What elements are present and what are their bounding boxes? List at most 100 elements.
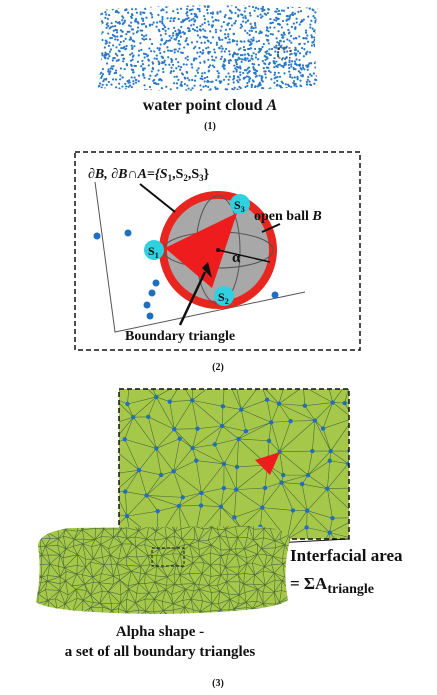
point [207, 20, 209, 22]
point [106, 27, 108, 29]
point [109, 27, 111, 29]
point [228, 60, 230, 62]
point [234, 22, 236, 24]
point [303, 68, 305, 70]
point [258, 75, 260, 77]
point [241, 61, 243, 63]
point [144, 67, 146, 69]
vertex [379, 418, 383, 422]
point [225, 88, 227, 90]
point [188, 79, 190, 81]
point [229, 9, 231, 11]
vertex [301, 384, 305, 388]
vertex [350, 374, 354, 378]
point [307, 76, 309, 78]
point [107, 68, 109, 70]
point [254, 22, 256, 24]
vertex [321, 426, 325, 430]
point [178, 18, 180, 20]
point [210, 12, 212, 14]
point [285, 92, 287, 94]
point [252, 6, 254, 8]
point [97, 13, 99, 15]
point [216, 70, 218, 72]
point [242, 20, 244, 22]
point [273, 91, 275, 93]
point [287, 29, 289, 31]
point [118, 12, 120, 14]
point [132, 80, 134, 82]
vertex [282, 382, 286, 386]
point [202, 86, 204, 88]
point [197, 72, 199, 74]
point [251, 55, 253, 57]
point [157, 83, 159, 85]
point [220, 30, 222, 32]
point [149, 86, 151, 88]
point [310, 34, 312, 36]
vertex [125, 514, 129, 518]
point [306, 81, 308, 83]
point [188, 20, 190, 22]
point [243, 58, 245, 60]
point [149, 290, 156, 297]
point [246, 82, 248, 84]
point [112, 44, 114, 46]
point [159, 2, 161, 4]
point [204, 18, 206, 20]
vertex [329, 449, 333, 453]
point [219, 47, 221, 49]
point [237, 76, 239, 78]
vertex [179, 381, 183, 385]
point [125, 85, 127, 87]
point [131, 6, 133, 8]
point [234, 2, 236, 4]
point [122, 54, 124, 56]
point [266, 57, 268, 59]
point [208, 66, 210, 68]
point [192, 18, 194, 20]
alpha-label: α [232, 250, 241, 266]
point [206, 76, 208, 78]
point [132, 3, 134, 5]
point [142, 20, 144, 22]
vertex [326, 384, 330, 388]
point [207, 40, 209, 42]
point [99, 24, 101, 26]
point [131, 68, 133, 70]
point [107, 25, 109, 27]
point [260, 17, 262, 19]
point [118, 1, 120, 3]
point [108, 73, 110, 75]
vertex [267, 439, 271, 443]
point [112, 25, 114, 27]
point [111, 68, 113, 70]
point [135, 81, 137, 83]
point [307, 16, 309, 18]
point [243, 4, 245, 6]
vertex [303, 404, 307, 408]
point [208, 70, 210, 72]
point [244, 30, 246, 32]
vertex [191, 373, 195, 377]
point [138, 80, 140, 82]
point [165, 6, 167, 8]
point [175, 67, 177, 69]
point [107, 70, 109, 72]
point [263, 67, 265, 69]
point [219, 11, 221, 13]
point [235, 53, 237, 55]
point [105, 13, 107, 15]
vertex [304, 525, 308, 529]
point [237, 15, 239, 17]
point [281, 58, 283, 60]
point [305, 29, 307, 31]
point [259, 30, 261, 32]
point [101, 75, 103, 77]
point [292, 6, 294, 8]
point [155, 83, 157, 85]
point [315, 45, 317, 47]
point [141, 34, 143, 36]
point [276, 80, 278, 82]
point [280, 86, 282, 88]
